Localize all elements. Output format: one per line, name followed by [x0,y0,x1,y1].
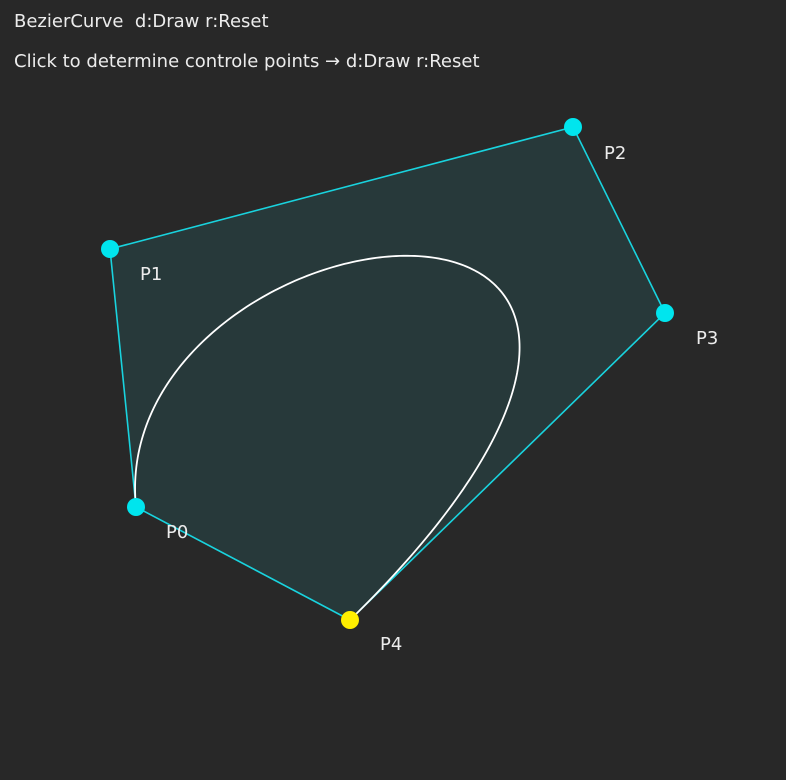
app-title: BezierCurve d:Draw r:Reset [14,11,269,32]
point-label-p3: P3 [696,328,718,349]
control-polygon [109,126,666,621]
instruction-text: Click to determine controle points → d:D… [14,51,480,72]
control-point-p3[interactable] [656,304,674,322]
point-label-p0: P0 [166,522,188,543]
point-label-p2: P2 [604,143,626,164]
bezier-curve [134,254,521,621]
control-point-p4[interactable] [341,611,359,629]
point-label-p4: P4 [380,634,402,655]
control-point-p0[interactable] [127,498,145,516]
control-point-p1[interactable] [101,240,119,258]
control-point-p2[interactable] [564,118,582,136]
point-label-p1: P1 [140,264,162,285]
